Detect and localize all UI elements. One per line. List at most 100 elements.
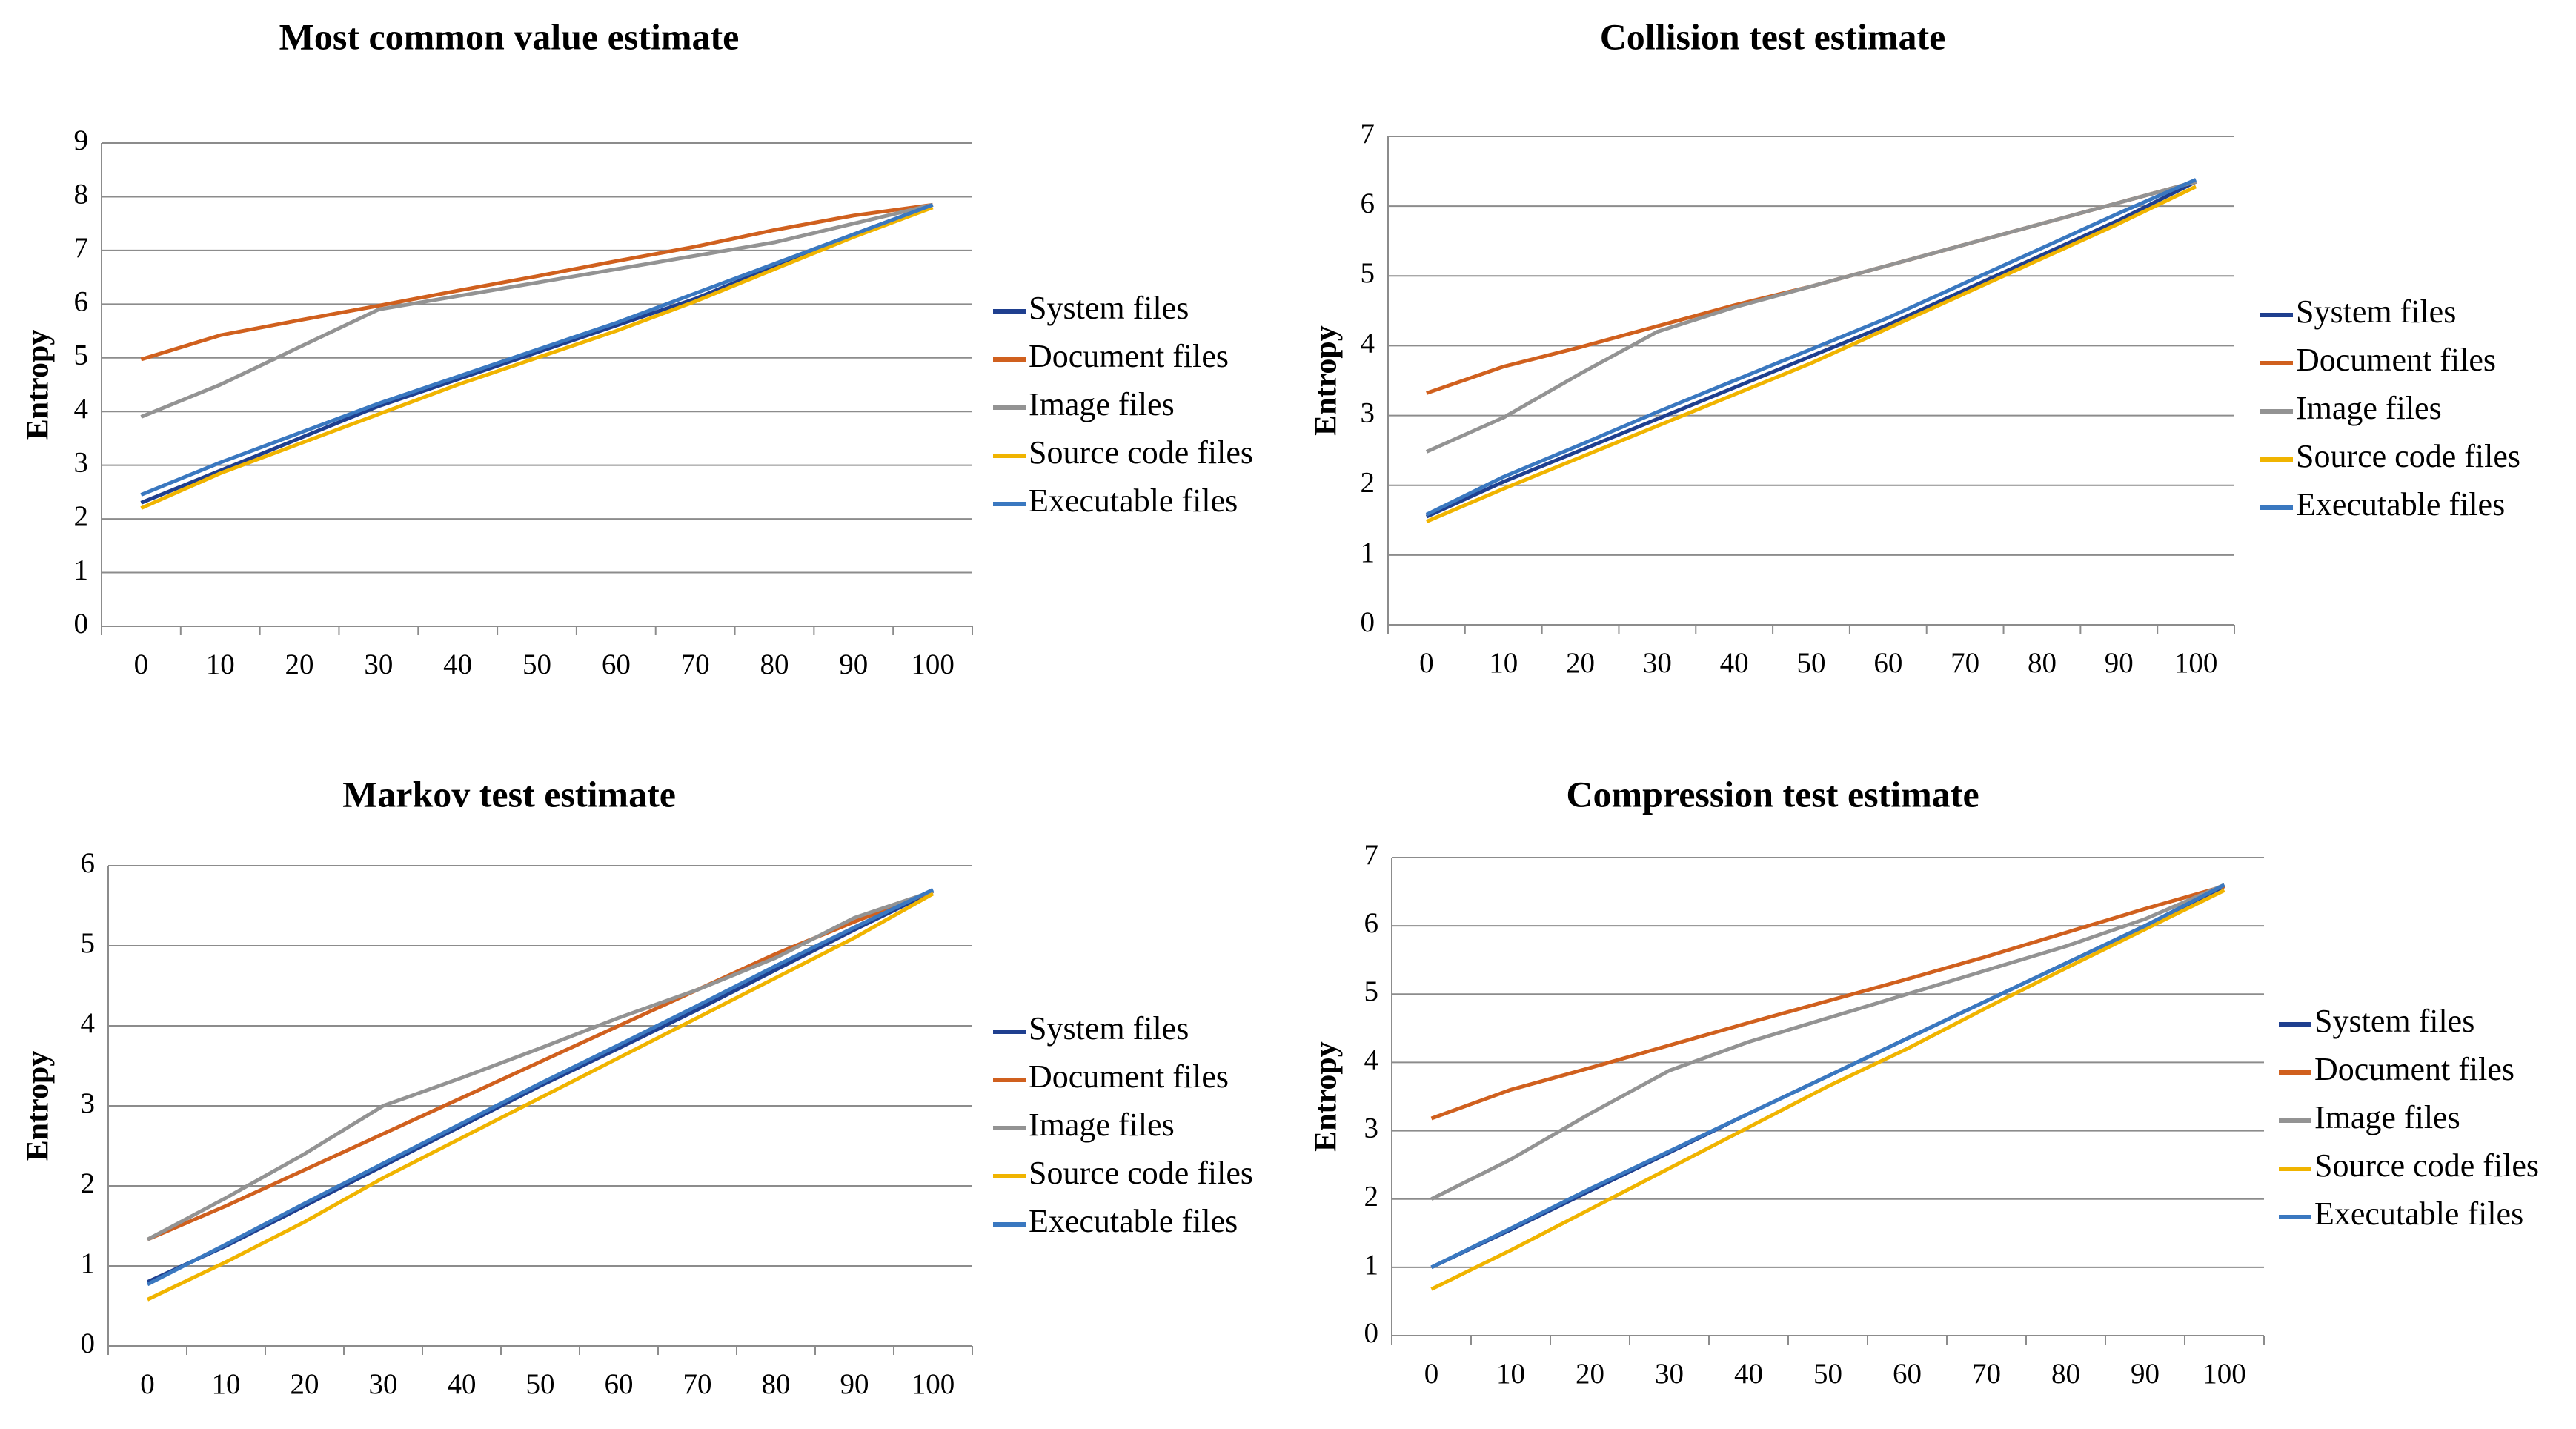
y-tick-label: 8 (74, 178, 89, 210)
x-tick-label: 100 (2202, 1358, 2246, 1390)
y-tick-label: 9 (74, 125, 89, 156)
y-tick-label: 1 (81, 1247, 96, 1279)
legend-label: Source code files (2296, 438, 2520, 474)
x-tick-label: 20 (291, 1368, 319, 1400)
series-line (146, 892, 935, 1302)
series-line (1425, 178, 2197, 517)
legend-label: Document files (1029, 338, 1229, 374)
chart-title: Most common value estimate (279, 16, 740, 57)
y-tick-label: 7 (74, 232, 89, 264)
x-tick-label: 100 (2174, 647, 2218, 679)
y-tick-label: 0 (1361, 606, 1375, 638)
chart-title: Markov test estimate (342, 773, 676, 815)
y-tick-label: 2 (1364, 1181, 1379, 1213)
y-tick-label: 4 (1364, 1044, 1379, 1075)
legend-label: System files (2296, 294, 2456, 330)
series-line (140, 202, 934, 497)
x-tick-label: 10 (212, 1368, 241, 1400)
y-tick-label: 5 (74, 339, 89, 371)
x-tick-label: 20 (1576, 1358, 1604, 1390)
legend-label: System files (1029, 290, 1189, 326)
x-tick-label: 80 (762, 1368, 791, 1400)
x-tick-label: 90 (839, 649, 868, 680)
chart-title: Compression test estimate (1566, 773, 1979, 815)
legend-label: Source code files (2314, 1147, 2539, 1184)
legend-label: System files (1029, 1010, 1189, 1047)
series-line (140, 202, 934, 419)
y-tick-label: 4 (74, 393, 89, 425)
x-tick-label: 80 (760, 649, 789, 680)
x-tick-label: 90 (2131, 1358, 2160, 1390)
y-tick-label: 1 (1361, 537, 1375, 568)
y-axis-label: Entropy (1309, 1041, 1344, 1152)
y-axis-label: Entropy (1309, 325, 1344, 436)
series-line (1425, 179, 2197, 519)
y-tick-label: 3 (1364, 1113, 1379, 1144)
x-tick-label: 40 (1734, 1358, 1763, 1390)
y-tick-label: 0 (81, 1327, 96, 1359)
legend-label: Image files (1029, 386, 1175, 422)
legend-label: Source code files (1029, 434, 1253, 471)
legend-label: System files (2314, 1003, 2474, 1039)
legend-label: Source code files (1029, 1155, 1253, 1191)
y-tick-label: 3 (74, 447, 89, 479)
y-tick-label: 6 (1364, 907, 1379, 939)
y-tick-label: 3 (81, 1087, 96, 1119)
x-tick-label: 0 (134, 649, 149, 680)
y-tick-label: 6 (1361, 188, 1375, 219)
y-tick-label: 1 (74, 554, 89, 586)
y-tick-label: 6 (81, 847, 96, 879)
legend-label: Image files (2296, 390, 2442, 426)
x-tick-label: 60 (1873, 647, 1902, 679)
x-tick-label: 90 (840, 1368, 869, 1400)
y-tick-label: 2 (1361, 467, 1375, 499)
x-tick-label: 60 (602, 649, 631, 680)
x-tick-label: 50 (522, 649, 551, 680)
x-tick-label: 70 (1972, 1358, 2001, 1390)
chart-title: Collision test estimate (1600, 16, 1946, 57)
x-tick-label: 100 (912, 1368, 955, 1400)
y-tick-label: 0 (74, 608, 89, 640)
x-tick-label: 10 (206, 649, 235, 680)
x-tick-label: 70 (681, 649, 710, 680)
legend-label: Executable files (1029, 1203, 1238, 1239)
x-tick-label: 30 (1655, 1358, 1684, 1390)
legend-label: Executable files (1029, 483, 1238, 519)
y-axis-label: Entropy (21, 330, 56, 440)
x-tick-label: 70 (683, 1368, 712, 1400)
x-tick-label: 50 (1813, 1358, 1842, 1390)
y-tick-label: 7 (1361, 118, 1375, 150)
x-tick-label: 100 (911, 649, 955, 680)
series-line (146, 889, 934, 1241)
x-tick-label: 30 (364, 649, 393, 680)
legend-label: Image files (1029, 1107, 1175, 1143)
x-tick-label: 40 (443, 649, 472, 680)
x-tick-label: 10 (1496, 1358, 1525, 1390)
legend-label: Document files (2314, 1051, 2514, 1087)
y-tick-label: 2 (74, 500, 89, 532)
series-line (1425, 185, 2197, 523)
legend-label: Executable files (2314, 1196, 2523, 1232)
y-tick-label: 4 (1361, 327, 1375, 359)
series-line (1430, 884, 2225, 1121)
y-tick-label: 6 (74, 285, 89, 317)
series-line (146, 888, 935, 1287)
x-tick-label: 40 (448, 1368, 477, 1400)
legend-label: Document files (2296, 342, 2496, 378)
series-line (1430, 883, 2225, 1270)
x-tick-label: 20 (1566, 647, 1595, 679)
x-tick-label: 30 (1643, 647, 1672, 679)
y-tick-label: 1 (1364, 1249, 1379, 1281)
legend-label: Image files (2314, 1099, 2460, 1135)
x-tick-label: 70 (1951, 647, 1979, 679)
y-tick-label: 5 (1361, 257, 1375, 289)
y-tick-label: 2 (81, 1167, 96, 1199)
x-tick-label: 20 (285, 649, 314, 680)
x-tick-label: 10 (1489, 647, 1518, 679)
x-tick-label: 50 (526, 1368, 555, 1400)
series-line (1430, 883, 2225, 1201)
y-tick-label: 4 (81, 1007, 96, 1039)
x-tick-label: 0 (140, 1368, 155, 1400)
legend-label: Executable files (2296, 486, 2505, 523)
